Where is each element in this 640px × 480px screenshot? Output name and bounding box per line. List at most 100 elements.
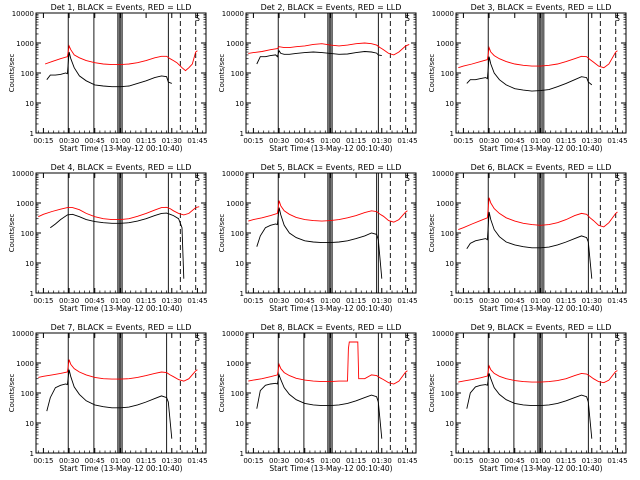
y-tick-label: 100	[21, 70, 34, 78]
y-tick-label: 10000	[222, 10, 244, 18]
y-tick-label: 1	[30, 450, 34, 458]
y-tick-label: 100	[441, 390, 454, 398]
panel-title: Det 3, BLACK = Events, RED = LLD	[471, 3, 612, 12]
x-tick-label: 00:15	[33, 137, 53, 145]
y-tick-label: 1000	[226, 360, 244, 368]
x-tick-label: 00:30	[479, 457, 499, 465]
series-line-red	[248, 341, 408, 385]
x-tick-label: 01:00	[320, 457, 340, 465]
y-tick-label: 10	[445, 420, 454, 428]
y-tick-label: 1000	[16, 200, 34, 208]
y-tick-label: 10	[445, 260, 454, 268]
x-tick-label: 00:30	[269, 137, 289, 145]
x-tick-label: 00:30	[479, 137, 499, 145]
panel-letter: S	[615, 14, 620, 23]
x-tick-label: 00:45	[295, 137, 315, 145]
x-tick-label: 00:30	[59, 457, 79, 465]
plot-area	[38, 173, 200, 293]
series-line-red	[248, 42, 410, 56]
x-tick-label: 01:45	[397, 137, 417, 145]
y-axis-label: Counts/sec	[8, 214, 16, 253]
series-line-red	[38, 359, 198, 382]
x-axis-label: Start Time (13-May-12 00:10:40)	[269, 464, 392, 473]
x-tick-label: 00:30	[479, 297, 499, 305]
panel-letter: S	[195, 334, 200, 343]
plot-area	[248, 13, 410, 133]
x-tick-label: 00:15	[33, 297, 53, 305]
x-axis-label: Start Time (13-May-12 00:10:40)	[269, 304, 392, 313]
panel-letter: S	[405, 14, 410, 23]
y-tick-label: 10	[445, 100, 454, 108]
y-tick-label: 1	[450, 130, 454, 138]
x-tick-label: 00:15	[243, 297, 263, 305]
x-tick-label: 01:00	[530, 137, 550, 145]
x-tick-label: 01:00	[530, 297, 550, 305]
x-tick-label: 01:45	[397, 457, 417, 465]
x-axis-label: Start Time (13-May-12 00:10:40)	[479, 464, 602, 473]
series-line-red	[38, 206, 200, 221]
y-tick-label: 10000	[12, 10, 34, 18]
y-tick-label: 10000	[432, 10, 454, 18]
y-axis-label: Counts/sec	[428, 214, 436, 253]
plot-area	[248, 173, 408, 293]
y-tick-label: 100	[231, 230, 244, 238]
x-tick-label: 01:30	[582, 457, 602, 465]
x-axis-label: Start Time (13-May-12 00:10:40)	[59, 144, 182, 153]
series-line-black	[466, 211, 593, 279]
y-tick-label: 1	[240, 130, 244, 138]
panel-title: Det 7, BLACK = Events, RED = LLD	[51, 323, 192, 332]
x-tick-label: 01:15	[136, 457, 156, 465]
y-tick-label: 1000	[226, 40, 244, 48]
panel-letter: S	[615, 174, 620, 183]
series-line-black	[256, 207, 383, 279]
panel-letter: S	[405, 334, 410, 343]
x-tick-label: 00:15	[243, 457, 263, 465]
y-tick-label: 10000	[432, 330, 454, 338]
panel-letter: S	[195, 174, 200, 183]
y-tick-label: 10	[235, 100, 244, 108]
y-tick-label: 10	[25, 100, 34, 108]
y-tick-label: 1000	[16, 40, 34, 48]
y-tick-label: 10000	[222, 330, 244, 338]
x-axis-label: Start Time (13-May-12 00:10:40)	[479, 304, 602, 313]
x-tick-label: 00:30	[269, 457, 289, 465]
plot-area	[38, 333, 198, 453]
y-tick-label: 1	[30, 290, 34, 298]
x-tick-label: 00:30	[269, 297, 289, 305]
x-tick-label: 01:15	[346, 297, 366, 305]
x-tick-label: 00:45	[295, 457, 315, 465]
series-line-red	[458, 364, 618, 384]
x-tick-label: 01:45	[187, 137, 207, 145]
x-tick-label: 01:00	[110, 137, 130, 145]
series-line-red	[458, 197, 618, 231]
series-line-black	[50, 212, 185, 279]
x-tick-label: 01:15	[556, 137, 576, 145]
x-tick-label: 01:15	[136, 137, 156, 145]
x-tick-label: 00:45	[85, 137, 105, 145]
x-tick-label: 00:45	[85, 457, 105, 465]
y-axis-label: Counts/sec	[218, 54, 226, 93]
y-tick-label: 10000	[12, 170, 34, 178]
y-axis-label: Counts/sec	[218, 214, 226, 253]
y-axis-label: Counts/sec	[218, 374, 226, 413]
x-tick-label: 01:30	[162, 297, 182, 305]
series-line-black	[466, 373, 593, 439]
x-tick-label: 01:45	[187, 457, 207, 465]
x-tick-label: 01:30	[162, 137, 182, 145]
y-tick-label: 100	[21, 230, 34, 238]
y-axis-label: Counts/sec	[8, 54, 16, 93]
x-tick-label: 00:30	[59, 297, 79, 305]
y-tick-label: 100	[441, 230, 454, 238]
plot-area	[458, 13, 618, 133]
y-tick-label: 1	[240, 290, 244, 298]
x-tick-label: 01:45	[607, 297, 627, 305]
y-axis-label: Counts/sec	[8, 374, 16, 413]
y-tick-label: 10	[235, 420, 244, 428]
x-tick-label: 00:45	[295, 297, 315, 305]
y-tick-label: 10000	[432, 170, 454, 178]
